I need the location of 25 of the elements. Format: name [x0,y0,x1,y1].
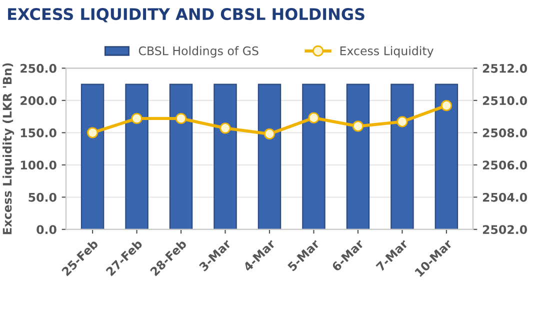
y-tick-label: 250.0 [20,64,56,73]
y2-tick-label: 2506.0 [482,160,528,170]
y2-tick-label: 2508.0 [482,128,528,138]
point [308,112,320,124]
point [264,128,276,140]
point [352,120,364,132]
y2-tick-label: 2502.0 [482,225,528,234]
point [175,112,187,124]
point [440,100,452,112]
y2-tick-label: 2512.0 [482,64,528,73]
point [131,112,142,124]
y-tick-label: 0.0 [36,225,56,234]
y-axis-title: Excess Liquidity (LKR 'Bn) [2,63,14,234]
y-tick-label: 200.0 [20,96,56,106]
y2-tick-label: 2510.0 [482,96,528,106]
y-tick-label: 100.0 [20,160,56,170]
point [220,122,231,134]
point [86,127,98,138]
y2-tick-label: 2504.0 [482,192,528,202]
y-tick-label: 150.0 [20,128,56,138]
chart-title: EXCESS LIQUIDITY AND CBSL HOLDINGS [8,8,364,22]
y-tick-label: 50.0 [28,192,56,202]
legend-label: Excess Liquidity [340,46,434,58]
legend-label: CBSL Holdings of GS [138,46,258,58]
point [396,116,408,128]
